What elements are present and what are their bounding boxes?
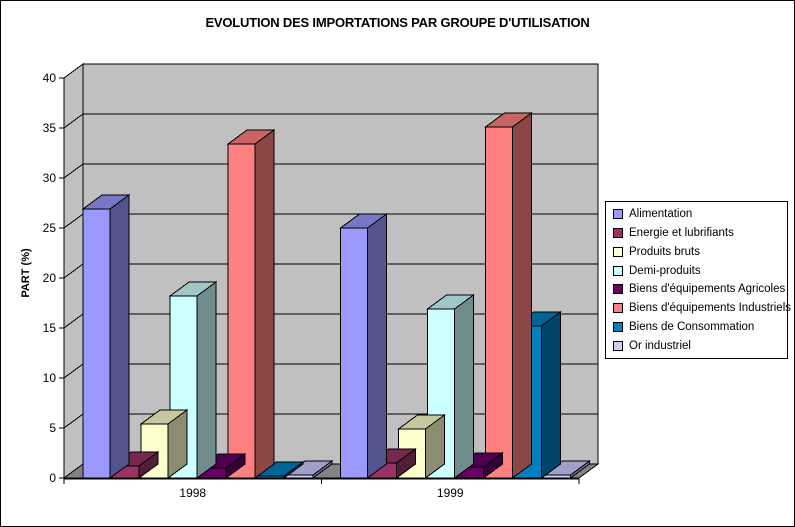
bar: [340, 227, 368, 479]
legend-key-icon: [613, 228, 623, 239]
legend-label: Produits bruts: [629, 245, 700, 258]
legend-key-icon: [613, 284, 623, 295]
legend-label: Biens de Consommation: [629, 320, 755, 333]
legend-key-icon: [613, 246, 623, 257]
y-axis-tick-label: 20: [43, 271, 57, 285]
legend-label: Biens d'équipements Agricoles: [629, 283, 786, 296]
y-axis-tick-label: 10: [43, 371, 57, 385]
gridline-side: [63, 363, 84, 379]
y-axis-tick-label: 40: [43, 71, 57, 85]
legend-label: Energie et lubrifiants: [629, 227, 734, 240]
legend: Alimentation Energie et lubrifiants Produi…: [605, 201, 791, 359]
bar: [227, 143, 256, 479]
bar: [485, 126, 513, 479]
legend-item: Energie et lubrifiants: [613, 227, 787, 239]
legend-item: Or industriel: [613, 340, 787, 352]
legend-label: Or industriel: [629, 339, 691, 352]
bar: [256, 475, 285, 479]
y-axis-tick-label: 15: [43, 321, 57, 335]
legend-item: Biens d'équipements Agricoles: [613, 283, 787, 295]
bar-side: [254, 129, 275, 479]
legend-label: Biens d'équipements Industriels: [629, 302, 792, 315]
legend-key-icon: [613, 340, 623, 351]
y-axis-tick-label: 25: [43, 221, 57, 235]
category-label: 1999: [437, 486, 464, 500]
legend-key-icon: [613, 209, 623, 220]
bar-side: [367, 213, 387, 479]
gridline-side: [63, 63, 84, 79]
bar-side: [109, 194, 130, 479]
legend-label: Demi-produits: [629, 264, 701, 277]
gridline-side: [63, 163, 84, 179]
legend-key-icon: [613, 303, 623, 314]
bar: [82, 208, 111, 479]
y-axis-tick-label: 0: [49, 471, 56, 485]
y-axis-tick-label: 5: [49, 421, 56, 435]
category-label: 1998: [179, 486, 206, 500]
y-axis-title: PART (%): [20, 248, 32, 298]
legend-item: Produits bruts: [613, 246, 787, 258]
bar-side: [454, 294, 474, 479]
legend-item: Biens de Consommation: [613, 321, 787, 333]
bar: [285, 474, 314, 479]
legend-item: Alimentation: [613, 208, 787, 220]
gridline-side: [63, 213, 84, 229]
chart-title: EVOLUTION DES IMPORTATIONS PAR GROUPE D'…: [205, 15, 590, 30]
gridline-side: [63, 313, 84, 329]
gridline-side: [63, 113, 84, 129]
gridline-side: [63, 263, 84, 279]
legend-item: Demi-produits: [613, 265, 787, 277]
gridline-side: [63, 413, 84, 429]
legend-item: Biens d'équipements Industriels: [613, 302, 791, 314]
legend-key-icon: [613, 321, 623, 332]
bar: [543, 474, 571, 479]
legend-label: Alimentation: [629, 208, 693, 221]
y-axis-tick-label: 30: [43, 171, 57, 185]
bar: [140, 423, 169, 479]
bar-side: [512, 112, 532, 479]
y-axis-tick-label: 35: [43, 121, 57, 135]
legend-key-icon: [613, 265, 623, 276]
bar-side: [196, 281, 217, 479]
bar-side: [541, 311, 561, 479]
